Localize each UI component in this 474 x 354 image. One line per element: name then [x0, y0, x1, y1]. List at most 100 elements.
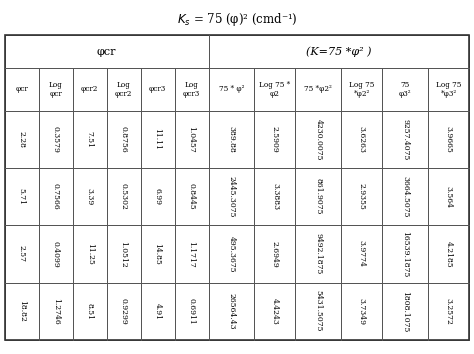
- Text: 1.2746: 1.2746: [52, 298, 60, 325]
- Bar: [174, 225, 209, 282]
- Bar: [295, 225, 341, 282]
- Bar: [39, 168, 73, 225]
- Text: 75 *φ2²: 75 *φ2²: [304, 85, 332, 93]
- Text: Log 75
*φ3²: Log 75 *φ3²: [436, 81, 462, 98]
- Text: 0.9299: 0.9299: [119, 298, 128, 325]
- Bar: [209, 282, 255, 340]
- Text: 9492.1875: 9492.1875: [314, 233, 322, 275]
- Bar: [295, 68, 341, 111]
- Bar: [39, 225, 73, 282]
- Text: 7.51: 7.51: [86, 131, 94, 148]
- Bar: [73, 168, 107, 225]
- Text: 4.4243: 4.4243: [271, 298, 279, 325]
- Bar: [107, 111, 141, 168]
- Text: φcr3: φcr3: [149, 85, 166, 93]
- Text: 11.11: 11.11: [154, 129, 162, 150]
- Text: 0.6911: 0.6911: [188, 298, 196, 325]
- Bar: [255, 111, 295, 168]
- Bar: [107, 68, 141, 111]
- Bar: [255, 282, 295, 340]
- Text: 1808.1075: 1808.1075: [401, 291, 410, 332]
- Text: 3.2572: 3.2572: [445, 298, 453, 325]
- Bar: [39, 111, 73, 168]
- Text: 0.5302: 0.5302: [119, 183, 128, 210]
- Text: 14.85: 14.85: [154, 243, 162, 265]
- Text: 2445.3075: 2445.3075: [228, 176, 236, 217]
- Text: 4.2185: 4.2185: [445, 240, 453, 267]
- Text: (K=75 *φ² ): (K=75 *φ² ): [306, 46, 372, 57]
- Bar: [341, 225, 383, 282]
- Text: 9257.4075: 9257.4075: [401, 119, 410, 160]
- Bar: [383, 68, 428, 111]
- Text: Log
φcr: Log φcr: [49, 81, 63, 98]
- Bar: [73, 111, 107, 168]
- Text: 5431.5075: 5431.5075: [314, 290, 322, 332]
- Bar: [141, 282, 174, 340]
- Bar: [428, 282, 469, 340]
- Bar: [209, 225, 255, 282]
- Text: φcr: φcr: [97, 47, 117, 57]
- Bar: [5, 225, 39, 282]
- Text: 16539.1875: 16539.1875: [401, 231, 410, 277]
- Text: 2.9355: 2.9355: [358, 183, 366, 210]
- Text: 11.25: 11.25: [86, 243, 94, 265]
- Text: 495.3675: 495.3675: [228, 236, 236, 272]
- Bar: [141, 68, 174, 111]
- Bar: [5, 35, 469, 340]
- Text: 6.99: 6.99: [154, 188, 162, 205]
- Text: 389.88: 389.88: [228, 126, 236, 153]
- Bar: [341, 168, 383, 225]
- Text: Log
φcr2: Log φcr2: [115, 81, 132, 98]
- Text: φcr: φcr: [15, 85, 28, 93]
- Text: 26564.43: 26564.43: [228, 293, 236, 330]
- Bar: [5, 35, 209, 68]
- Text: 1.0512: 1.0512: [119, 240, 128, 267]
- Bar: [39, 68, 73, 111]
- Bar: [73, 225, 107, 282]
- Bar: [141, 225, 174, 282]
- Text: 18.82: 18.82: [18, 300, 26, 322]
- Text: 3.39: 3.39: [86, 188, 94, 205]
- Text: 4230.0075: 4230.0075: [314, 119, 322, 160]
- Bar: [5, 68, 39, 111]
- Text: 3.7349: 3.7349: [358, 298, 366, 325]
- Bar: [295, 168, 341, 225]
- Bar: [107, 225, 141, 282]
- Text: 2.28: 2.28: [18, 131, 26, 148]
- Bar: [209, 68, 255, 111]
- Text: 0.8445: 0.8445: [188, 183, 196, 210]
- Text: 75 * φ²: 75 * φ²: [219, 85, 244, 93]
- Bar: [383, 111, 428, 168]
- Text: 3.3883: 3.3883: [271, 183, 279, 210]
- Text: 2.57: 2.57: [18, 245, 26, 262]
- Bar: [209, 35, 469, 68]
- Bar: [174, 282, 209, 340]
- Bar: [39, 282, 73, 340]
- Bar: [107, 282, 141, 340]
- Bar: [209, 111, 255, 168]
- Text: 0.7566: 0.7566: [52, 183, 60, 210]
- Text: 3.564: 3.564: [445, 185, 453, 208]
- Bar: [383, 168, 428, 225]
- Text: 2.5909: 2.5909: [271, 126, 279, 153]
- Text: Log 75 *
φ2: Log 75 * φ2: [259, 81, 291, 98]
- Bar: [73, 68, 107, 111]
- Text: 1.1717: 1.1717: [188, 240, 196, 267]
- Text: 75
φ3²: 75 φ3²: [399, 81, 411, 98]
- Bar: [341, 68, 383, 111]
- Text: Log 75
*φ2²: Log 75 *φ2²: [349, 81, 374, 98]
- Bar: [174, 168, 209, 225]
- Bar: [5, 168, 39, 225]
- Bar: [255, 168, 295, 225]
- Bar: [428, 68, 469, 111]
- Bar: [107, 168, 141, 225]
- Text: 0.4099: 0.4099: [52, 240, 60, 267]
- Bar: [428, 225, 469, 282]
- Bar: [209, 168, 255, 225]
- Text: 8.51: 8.51: [86, 303, 94, 320]
- Bar: [255, 68, 295, 111]
- Bar: [341, 111, 383, 168]
- Bar: [428, 168, 469, 225]
- Text: $\mathbf{\mathit{K_s}}$ = 75 (φ)² (cmd⁻¹): $\mathbf{\mathit{K_s}}$ = 75 (φ)² (cmd⁻¹…: [177, 11, 297, 28]
- Bar: [341, 282, 383, 340]
